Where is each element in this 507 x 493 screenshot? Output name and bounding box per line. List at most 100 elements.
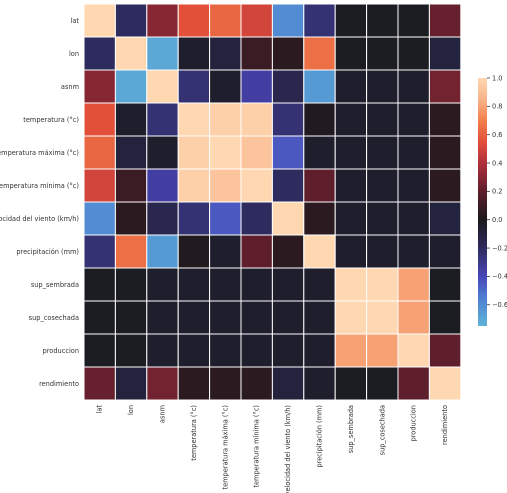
heatmap-cell	[334, 366, 368, 401]
heatmap-cell	[146, 300, 179, 335]
heatmap-cell	[83, 300, 116, 335]
heatmap-cell	[146, 201, 179, 236]
colorbar-tick-label: 0.0	[492, 216, 503, 224]
heatmap-cell	[177, 102, 211, 137]
heatmap-cell	[83, 234, 116, 269]
colorbar-tick-label: −0.6	[492, 301, 507, 309]
heatmap-cell	[177, 135, 211, 170]
heatmap-cell	[240, 201, 273, 236]
heatmap-cell	[177, 3, 211, 38]
heatmap-cell	[83, 333, 116, 368]
heatmap-cell	[271, 36, 305, 71]
heatmap-cell	[271, 135, 305, 170]
heatmap-cell	[114, 366, 148, 401]
heatmap-cell	[146, 102, 179, 137]
heatmap-cell	[271, 3, 305, 38]
heatmap-cell	[146, 135, 179, 170]
heatmap-cell	[397, 135, 430, 170]
heatmap-cell	[271, 201, 305, 236]
heatmap-cell	[334, 3, 368, 38]
heatmap-cell	[428, 36, 462, 71]
row-label: lon	[69, 50, 79, 58]
heatmap-cell	[83, 69, 116, 104]
heatmap-cell	[397, 267, 430, 302]
heatmap-cell	[428, 333, 462, 368]
heatmap-cell	[334, 267, 368, 302]
heatmap-cell	[114, 333, 148, 368]
heatmap-cell	[146, 333, 179, 368]
heatmap-cell	[209, 234, 242, 269]
heatmap-cell	[271, 168, 305, 203]
heatmap-cell	[271, 366, 305, 401]
heatmap-cell	[271, 234, 305, 269]
heatmap-cells	[83, 3, 462, 401]
row-labels: lat lon asnm temperatura (°c) temperatura má…	[0, 17, 79, 388]
column-label: temperatura mínima (°c)	[253, 405, 261, 488]
heatmap-cell	[240, 135, 273, 170]
colorbar-tick-label: 0.2	[492, 188, 503, 196]
column-label: velocidad del viento (km/h)	[284, 405, 292, 493]
row-label: lat	[71, 17, 80, 25]
heatmap-cell	[366, 300, 399, 335]
heatmap-cell	[114, 234, 148, 269]
heatmap-cell	[366, 267, 399, 302]
heatmap-cell	[177, 69, 211, 104]
colorbar: 1.0 0.8 0.6 0.4 0.2 0.0 −0.2 −0.4 −0.6	[478, 74, 507, 326]
heatmap-cell	[83, 267, 116, 302]
heatmap-cell	[428, 69, 462, 104]
heatmap-cell	[334, 36, 368, 71]
row-label: temperatura máxima (°c)	[0, 149, 79, 157]
heatmap-cell	[428, 300, 462, 335]
colorbar-tick-label: 1.0	[492, 74, 503, 82]
heatmap-cell	[428, 234, 462, 269]
row-label: sup_sembrada	[31, 281, 79, 289]
heatmap-cell	[334, 234, 368, 269]
heatmap-cell	[334, 69, 368, 104]
heatmap-cell	[303, 102, 336, 137]
heatmap-cell	[397, 3, 430, 38]
colorbar-tick-label: 0.4	[492, 159, 503, 167]
heatmap-cell	[303, 267, 336, 302]
heatmap-cell	[177, 333, 211, 368]
column-label: produccion	[410, 405, 418, 441]
heatmap-cell	[146, 69, 179, 104]
heatmap-cell	[397, 69, 430, 104]
heatmap-cell	[366, 168, 399, 203]
heatmap-cell	[114, 3, 148, 38]
heatmap-cell	[271, 267, 305, 302]
heatmap-cell	[271, 102, 305, 137]
heatmap-cell	[428, 102, 462, 137]
heatmap-cell	[366, 69, 399, 104]
heatmap-cell	[334, 135, 368, 170]
heatmap-cell	[83, 102, 116, 137]
heatmap-cell	[240, 234, 273, 269]
row-label: rendimiento	[39, 380, 79, 388]
heatmap-cell	[177, 168, 211, 203]
heatmap-cell	[146, 267, 179, 302]
column-label: rendimiento	[441, 405, 449, 445]
heatmap-cell	[114, 267, 148, 302]
row-label: precipitación (mm)	[16, 248, 79, 256]
heatmap-cell	[240, 69, 273, 104]
heatmap-cell	[114, 300, 148, 335]
heatmap-cell	[209, 36, 242, 71]
row-label: produccion	[43, 347, 79, 355]
heatmap-cell	[146, 168, 179, 203]
colorbar-ticks: 1.0 0.8 0.6 0.4 0.2 0.0 −0.2 −0.4 −0.6	[487, 74, 507, 309]
heatmap-cell	[209, 168, 242, 203]
colorbar-tick-label: −0.2	[492, 244, 507, 252]
heatmap-cell	[303, 168, 336, 203]
heatmap-cell	[83, 135, 116, 170]
heatmap-cell	[397, 201, 430, 236]
colorbar-tick-label: 0.8	[492, 103, 503, 111]
heatmap-cell	[334, 300, 368, 335]
heatmap-cell	[83, 168, 116, 203]
heatmap-cell	[334, 201, 368, 236]
column-label: sup_cosechada	[378, 405, 386, 455]
heatmap-cell	[209, 300, 242, 335]
column-label: temperatura (°c)	[190, 405, 198, 461]
heatmap-cell	[209, 333, 242, 368]
heatmap-cell	[209, 201, 242, 236]
heatmap-cell	[177, 234, 211, 269]
heatmap-cell	[397, 366, 430, 401]
